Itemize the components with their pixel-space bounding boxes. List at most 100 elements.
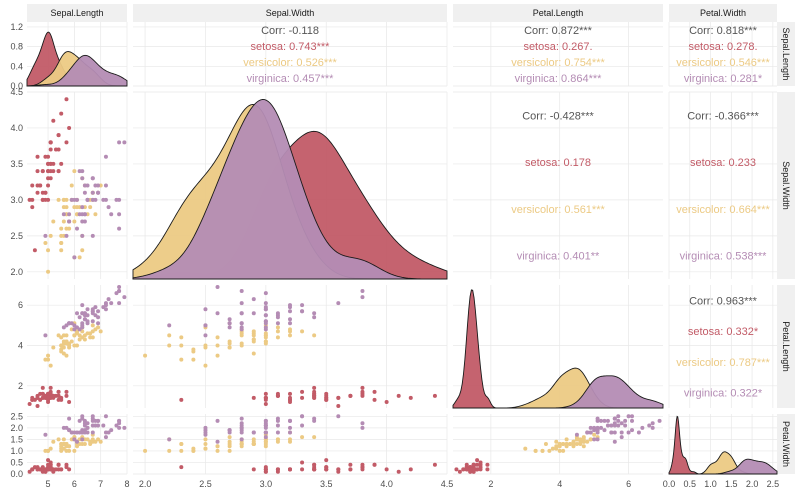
point-versicolor	[88, 439, 93, 444]
corr-label: setosa: 0.743***	[251, 41, 331, 53]
point-virginica	[288, 425, 292, 430]
point-setosa	[64, 140, 69, 145]
point-setosa	[360, 462, 365, 467]
point-versicolor	[167, 333, 172, 338]
point-virginica	[103, 183, 108, 188]
point-setosa	[59, 111, 64, 116]
point-setosa	[336, 395, 341, 400]
point-setosa	[43, 154, 48, 159]
point-virginica	[80, 205, 85, 210]
point-virginica	[626, 414, 631, 419]
point-virginica	[647, 423, 652, 428]
point-versicolor	[215, 343, 220, 348]
point-setosa	[64, 393, 69, 398]
point-versicolor	[64, 205, 69, 210]
point-versicolor	[64, 353, 69, 358]
y-tick-label: 2.0	[10, 267, 23, 277]
point-setosa	[464, 467, 469, 472]
point-virginica	[626, 430, 631, 435]
point-versicolor	[88, 335, 93, 340]
point-virginica	[239, 437, 244, 442]
point-versicolor	[215, 335, 220, 340]
point-versicolor	[96, 437, 101, 442]
point-setosa	[275, 393, 280, 398]
point-versicolor	[64, 341, 69, 346]
point-virginica	[72, 255, 77, 260]
point-virginica	[75, 311, 79, 316]
point-virginica	[67, 212, 72, 217]
point-versicolor	[227, 448, 232, 453]
point-virginica	[96, 190, 101, 195]
point-virginica	[612, 416, 617, 421]
point-versicolor	[275, 335, 280, 340]
point-versicolor	[179, 335, 184, 340]
point-setosa	[43, 190, 48, 195]
point-versicolor	[227, 435, 232, 440]
y-tick-label: 0.5	[10, 457, 23, 467]
point-virginica	[61, 425, 66, 430]
x-tick-label: 2.5	[767, 479, 780, 489]
point-setosa	[56, 169, 61, 174]
point-versicolor	[239, 442, 244, 446]
corr-label: virginica: 0.864***	[515, 73, 603, 85]
point-virginica	[636, 430, 641, 435]
strip-right-petal-width	[777, 414, 795, 474]
point-virginica	[239, 311, 244, 316]
point-versicolor	[203, 363, 208, 368]
point-setosa	[30, 183, 35, 188]
x-tick-label: 2	[488, 479, 493, 489]
corr-label: setosa: 0.178	[525, 157, 591, 169]
point-setosa	[59, 467, 64, 472]
point-virginica	[215, 418, 220, 423]
point-setosa	[475, 462, 480, 467]
point-versicolor	[90, 323, 95, 328]
point-virginica	[117, 226, 122, 231]
point-virginica	[595, 418, 600, 423]
point-setosa	[46, 183, 51, 188]
point-virginica	[82, 430, 87, 435]
point-virginica	[96, 309, 101, 314]
point-setosa	[263, 465, 268, 470]
corr-label: versicolor: 0.787***	[676, 357, 770, 369]
point-virginica	[300, 414, 305, 419]
point-setosa	[384, 399, 389, 404]
point-virginica	[82, 190, 87, 195]
point-setosa	[312, 462, 317, 467]
point-setosa	[48, 147, 53, 152]
point-versicolor	[227, 339, 232, 344]
point-setosa	[408, 395, 413, 400]
point-versicolor	[557, 448, 562, 453]
point-virginica	[239, 416, 244, 421]
point-setosa	[35, 467, 40, 472]
point-virginica	[312, 311, 317, 316]
point-virginica	[72, 437, 77, 442]
point-versicolor	[51, 345, 56, 350]
point-virginica	[203, 428, 208, 433]
point-setosa	[432, 393, 437, 398]
corr-label: versicolor: 0.561***	[511, 204, 605, 216]
point-setosa	[372, 389, 377, 394]
point-virginica	[122, 140, 127, 145]
point-virginica	[80, 176, 85, 181]
point-virginica	[96, 321, 101, 326]
point-setosa	[51, 469, 56, 474]
point-versicolor	[312, 333, 317, 338]
point-virginica	[239, 289, 244, 294]
point-versicolor	[88, 205, 93, 210]
point-virginica	[227, 325, 232, 330]
x-tick-label: 2.5	[199, 479, 212, 489]
point-versicolor	[227, 345, 232, 350]
point-virginica	[90, 176, 95, 181]
point-versicolor	[574, 442, 579, 446]
y-tick-label: 2	[18, 381, 23, 391]
point-versicolor	[43, 241, 48, 246]
point-versicolor	[167, 343, 172, 348]
point-virginica	[616, 423, 621, 428]
point-virginica	[80, 303, 85, 308]
point-setosa	[478, 467, 483, 472]
point-virginica	[90, 430, 95, 435]
point-setosa	[32, 248, 37, 253]
point-setosa	[35, 403, 40, 408]
point-versicolor	[59, 241, 64, 246]
point-virginica	[650, 421, 655, 426]
